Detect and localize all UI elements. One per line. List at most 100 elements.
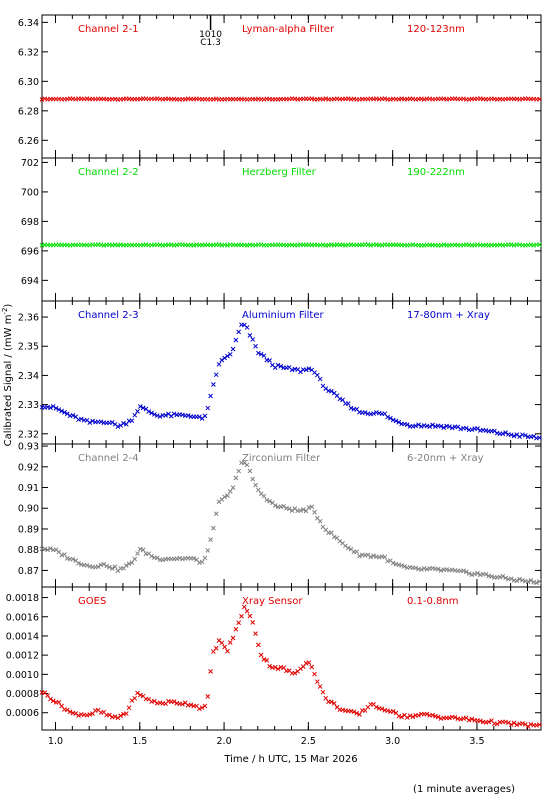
- y-tick-label: 700: [21, 187, 39, 198]
- data-point: [531, 433, 537, 439]
- data-point: [253, 482, 258, 488]
- data-point: [177, 555, 183, 561]
- data-point: [250, 337, 256, 342]
- data-point: [241, 604, 247, 610]
- data-point: [154, 555, 160, 561]
- data-point: [275, 362, 281, 368]
- data-point: [211, 382, 216, 387]
- data-point: [388, 415, 393, 421]
- data-point: [525, 724, 531, 729]
- data-point: [357, 712, 362, 717]
- data-point: [362, 410, 368, 415]
- y-tick-label: 6.32: [18, 47, 39, 58]
- data-point: [140, 547, 146, 553]
- data-point: [236, 329, 242, 335]
- data-point: [520, 577, 525, 583]
- data-point: [62, 552, 67, 557]
- y-tick-label: 6.30: [18, 77, 39, 88]
- data-point: [185, 413, 191, 418]
- data-point: [371, 411, 376, 416]
- data-point: [354, 549, 360, 555]
- data-series: [39, 460, 542, 586]
- data-point: [289, 508, 295, 514]
- y-tick-label: 0.0006: [6, 708, 39, 719]
- data-point: [508, 722, 514, 727]
- data-point: [267, 663, 272, 669]
- data-point: [76, 560, 81, 566]
- data-point: [261, 493, 267, 499]
- data-point: [50, 698, 56, 704]
- data-point: [137, 404, 143, 409]
- data-point: [227, 351, 233, 357]
- data-point: [461, 568, 466, 574]
- data-point: [281, 503, 286, 509]
- data-point: [275, 666, 281, 672]
- data-point: [337, 538, 343, 544]
- data-point: [303, 367, 309, 373]
- y-tick-label: 0.91: [18, 483, 39, 494]
- data-point: [536, 435, 542, 441]
- data-point: [233, 475, 239, 481]
- y-tick-label: 2.32: [18, 429, 39, 440]
- data-point: [253, 343, 258, 349]
- data-series: [39, 604, 542, 729]
- data-point: [536, 242, 542, 247]
- y-tick-label: 0.0012: [6, 651, 39, 662]
- band-label: 0.1-0.8nm: [407, 596, 459, 607]
- data-point: [508, 576, 514, 582]
- data-point: [154, 413, 160, 418]
- data-point: [416, 422, 421, 428]
- data-point: [230, 346, 236, 352]
- data-point: [469, 716, 475, 722]
- data-point: [264, 497, 270, 503]
- data-point: [250, 476, 256, 482]
- data-point: [331, 701, 337, 706]
- data-point: [196, 706, 202, 712]
- data-point: [118, 713, 124, 719]
- data-point: [45, 693, 50, 698]
- data-point: [244, 462, 250, 468]
- data-point: [365, 552, 371, 558]
- y-tick-label: 6.34: [18, 18, 39, 29]
- y-tick-label: 0.92: [18, 462, 39, 473]
- panel-frame: [41, 14, 542, 159]
- data-point: [180, 701, 185, 707]
- data-point: [404, 715, 410, 720]
- data-point: [59, 408, 65, 414]
- data-point: [129, 560, 135, 565]
- data-point: [258, 351, 264, 357]
- data-point: [486, 719, 492, 725]
- data-point: [447, 715, 452, 721]
- data-point: [267, 358, 272, 363]
- data-point: [511, 720, 517, 726]
- data-point: [171, 699, 177, 704]
- data-point: [402, 563, 407, 569]
- data-point: [236, 468, 242, 474]
- data-point: [337, 396, 343, 402]
- data-point: [435, 714, 441, 720]
- data-point: [196, 414, 202, 420]
- data-point: [109, 566, 115, 571]
- data-point: [121, 420, 126, 426]
- data-point: [430, 712, 435, 718]
- data-series: [39, 96, 542, 102]
- data-point: [413, 565, 419, 571]
- data-point: [357, 553, 362, 559]
- data-point: [435, 566, 441, 572]
- filter-label: Zirconium Filter: [242, 453, 321, 464]
- data-point: [247, 468, 253, 474]
- x-tick-label: 2.5: [301, 736, 316, 747]
- data-point: [87, 420, 93, 425]
- data-point: [317, 518, 323, 524]
- data-point: [152, 412, 157, 417]
- data-point: [536, 722, 542, 727]
- data-point: [267, 498, 272, 504]
- data-point: [253, 631, 258, 636]
- data-point: [222, 494, 227, 500]
- filter-label: Xray Sensor: [242, 596, 303, 607]
- data-point: [261, 353, 267, 359]
- data-point: [489, 574, 494, 579]
- data-series: [39, 322, 542, 441]
- data-point: [475, 570, 480, 576]
- band-label: 6-20nm + Xray: [407, 453, 484, 464]
